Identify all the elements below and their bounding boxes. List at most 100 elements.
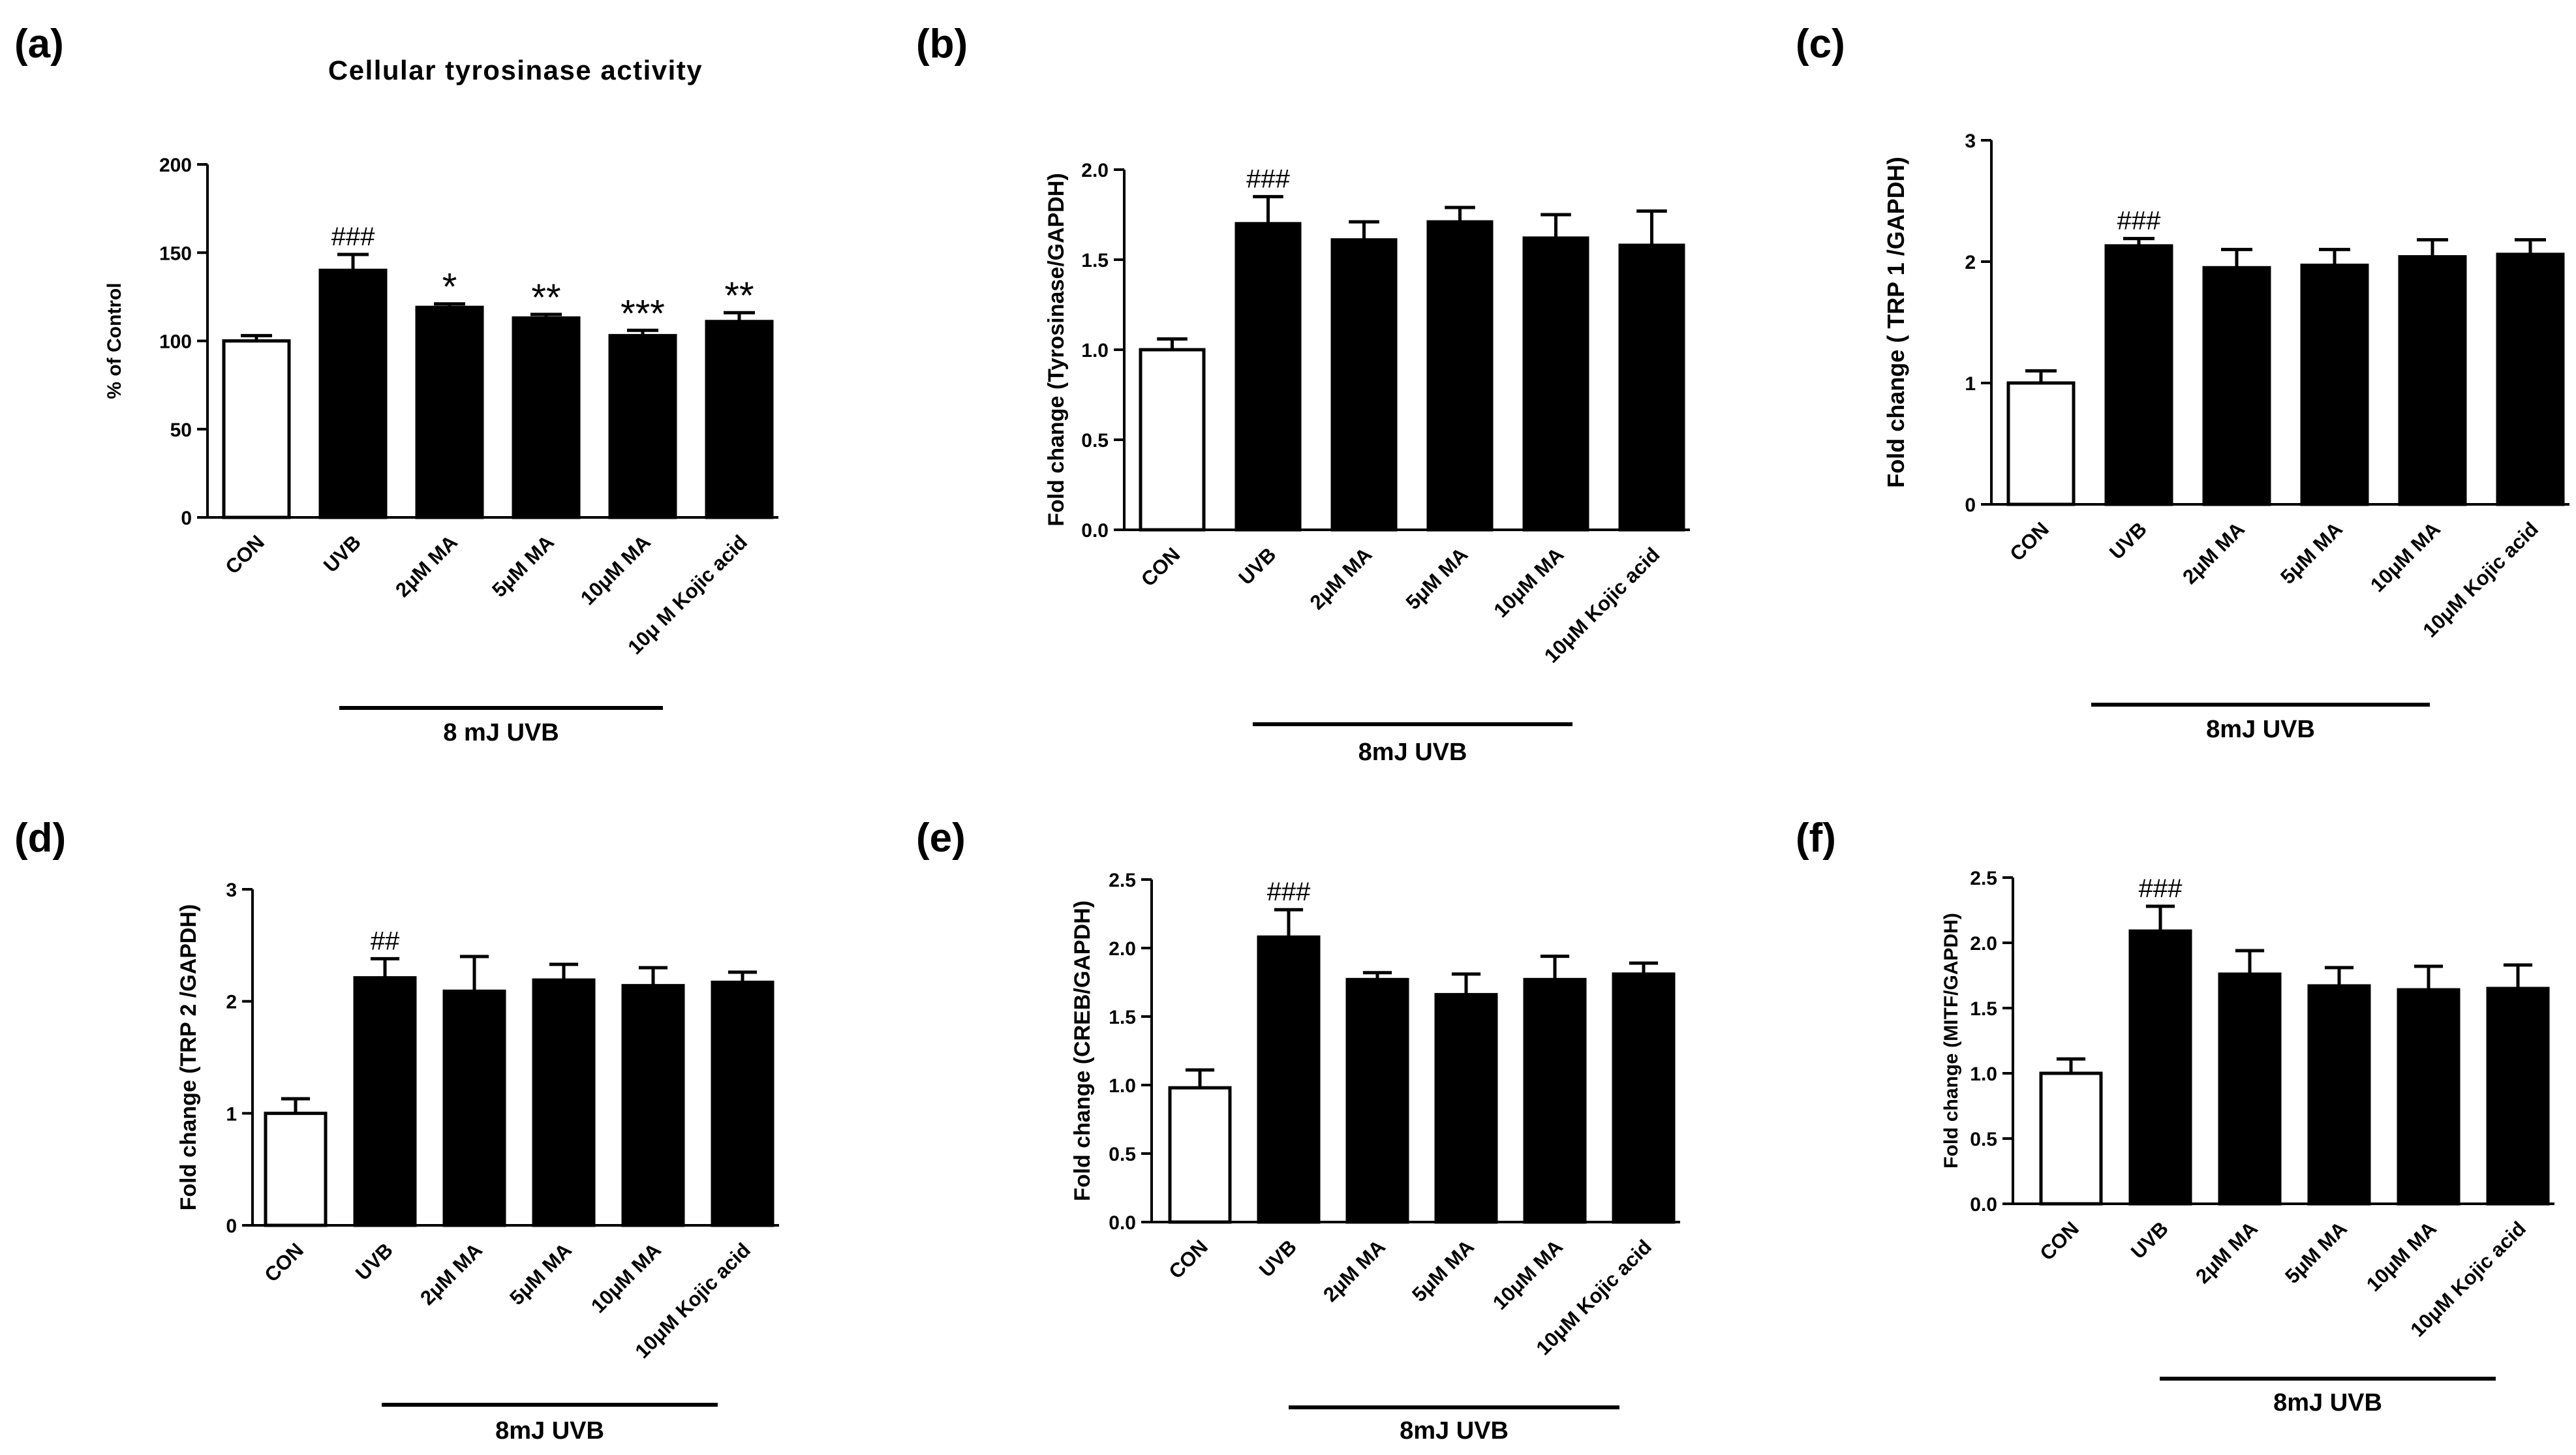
significance-label: ### <box>2117 207 2161 236</box>
bar <box>2486 987 2550 1206</box>
bar <box>711 980 774 1227</box>
y-tick-label: 0.0 <box>1081 520 1109 542</box>
significance-label: ### <box>1246 164 1290 193</box>
x-tick-label: CON <box>1164 1235 1212 1283</box>
bar <box>222 339 291 519</box>
y-tick-label: 1.5 <box>1109 1007 1136 1028</box>
bar <box>415 305 484 519</box>
panel-e: (e) Fold change (CREB/GAPDH) 0.0 0.5 1.0 1.5 2… <box>916 816 1680 1445</box>
x-tick-label: 10μM MA <box>576 530 655 609</box>
panel-d: (d) Fold change (TRP 2 /GAPDH) 0 1 2 3 CON ## UV… <box>14 816 779 1445</box>
x-tick-label: 2μM MA <box>1319 1235 1390 1306</box>
panel-label: (f) <box>1796 816 1836 861</box>
bar <box>318 268 388 519</box>
x-tick-label: CON <box>221 530 268 578</box>
y-tick-label: 0 <box>1965 495 1976 516</box>
panel-label: (b) <box>916 22 968 67</box>
x-tick-label: 10μM MA <box>587 1238 666 1317</box>
x-tick-label: 2μM MA <box>391 530 462 602</box>
x-tick-label: 2μM MA <box>416 1238 487 1310</box>
panel-label: (a) <box>14 22 64 67</box>
significance-label: ### <box>1267 878 1311 906</box>
y-tick-label: 150 <box>159 243 192 264</box>
y-axis-label: Fold change ( TRP 1 /GAPDH) <box>1882 157 1909 487</box>
y-tick-label: 2.0 <box>1109 938 1136 960</box>
bar <box>442 989 506 1227</box>
bar <box>1345 977 1409 1224</box>
y-tick-label: 0.0 <box>1970 1194 1997 1216</box>
group-label: 8mJ UVB <box>1358 739 1467 766</box>
bar <box>2307 984 2371 1206</box>
bar <box>353 976 417 1227</box>
bar <box>512 316 581 519</box>
x-tick-label: 5μM MA <box>1402 543 1473 614</box>
y-tick-label: 3 <box>226 880 237 901</box>
bar <box>2398 255 2467 506</box>
y-tick-label: 1.0 <box>1081 340 1109 361</box>
bar <box>2496 253 2565 506</box>
x-tick-label: UVB <box>1255 1235 1301 1281</box>
panel-label: (e) <box>916 816 966 861</box>
group-label: 8mJ UVB <box>1400 1417 1509 1445</box>
y-tick-label: 2.5 <box>1970 868 1997 889</box>
y-tick-label: 0.5 <box>1970 1129 1997 1150</box>
x-tick-label: 5μM MA <box>505 1238 576 1310</box>
bar <box>2039 1071 2103 1206</box>
y-axis-label: Fold change (TRP 2 /GAPDH) <box>176 904 201 1211</box>
y-tick-label: 2.5 <box>1109 870 1136 891</box>
bar <box>532 978 596 1227</box>
group-label: 8mJ UVB <box>495 1417 604 1445</box>
bar <box>2300 264 2369 506</box>
y-tick-label: 1.5 <box>1081 250 1109 271</box>
bar <box>1523 977 1587 1224</box>
x-tick-label: 2μM MA <box>2191 1217 2262 1288</box>
y-tick-label: 1 <box>1965 373 1976 395</box>
x-tick-label: UVB <box>2126 1217 2173 1263</box>
bar <box>2397 988 2461 1206</box>
x-tick-label: 5μM MA <box>1407 1235 1479 1306</box>
y-tick-label: 100 <box>159 331 192 353</box>
y-tick-label: 0.0 <box>1109 1212 1136 1234</box>
x-tick-label: 2μM MA <box>1306 543 1377 614</box>
panel-c: (c) Fold change ( TRP 1 /GAPDH) 0 1 2 3 CON ###… <box>1796 22 2569 743</box>
x-tick-label: 5μM MA <box>2276 517 2347 589</box>
bar <box>1168 1086 1232 1224</box>
y-tick-label: 1.0 <box>1109 1075 1136 1097</box>
panel-f: (f) Fold change (MITF/GAPDH) 0.0 0.5 1.0 1.5 2… <box>1796 816 2554 1417</box>
bar <box>2202 266 2271 506</box>
x-tick-label: CON <box>1137 543 1184 590</box>
bar <box>2218 972 2282 1206</box>
x-tick-label: CON <box>260 1238 307 1286</box>
x-tick-label: CON <box>2005 517 2053 565</box>
y-tick-label: 200 <box>159 155 192 176</box>
y-tick-label: 2 <box>226 992 237 1013</box>
bar <box>1257 935 1321 1224</box>
y-axis-label: % of Control <box>104 283 125 399</box>
y-axis-label: Fold change (MITF/GAPDH) <box>1940 913 1962 1169</box>
x-tick-label: UVB <box>2105 517 2151 564</box>
x-tick-label: 5μM MA <box>2280 1217 2352 1288</box>
bar <box>264 1111 328 1227</box>
y-tick-label: 0.5 <box>1081 430 1109 452</box>
significance-label: ### <box>2139 874 2183 903</box>
x-tick-label: UVB <box>351 1238 397 1285</box>
y-tick-label: 50 <box>170 420 192 441</box>
y-tick-label: 2.0 <box>1970 933 1997 955</box>
significance-label: ** <box>724 275 754 317</box>
panel-a: (a) Cellular tyrosinase activity % of Cont… <box>14 22 778 746</box>
bar <box>608 333 677 519</box>
y-tick-label: 1.0 <box>1970 1064 1997 1085</box>
panel-b: (b) Fold change (Tyrosinase/GAPDH) 0.0 0.5 1… <box>916 22 1690 766</box>
significance-label: ## <box>371 927 400 955</box>
bar <box>705 320 774 519</box>
bar <box>1330 238 1398 532</box>
bar <box>1234 222 1302 532</box>
y-tick-label: 0 <box>226 1216 237 1237</box>
x-tick-label: 10μM MA <box>2366 517 2445 596</box>
bar <box>1522 236 1589 532</box>
y-tick-label: 1.5 <box>1970 998 1997 1020</box>
y-tick-label: 0.5 <box>1109 1144 1136 1165</box>
y-axis-label: Fold change (CREB/GAPDH) <box>1070 900 1095 1201</box>
x-tick-label: UVB <box>1234 543 1280 589</box>
